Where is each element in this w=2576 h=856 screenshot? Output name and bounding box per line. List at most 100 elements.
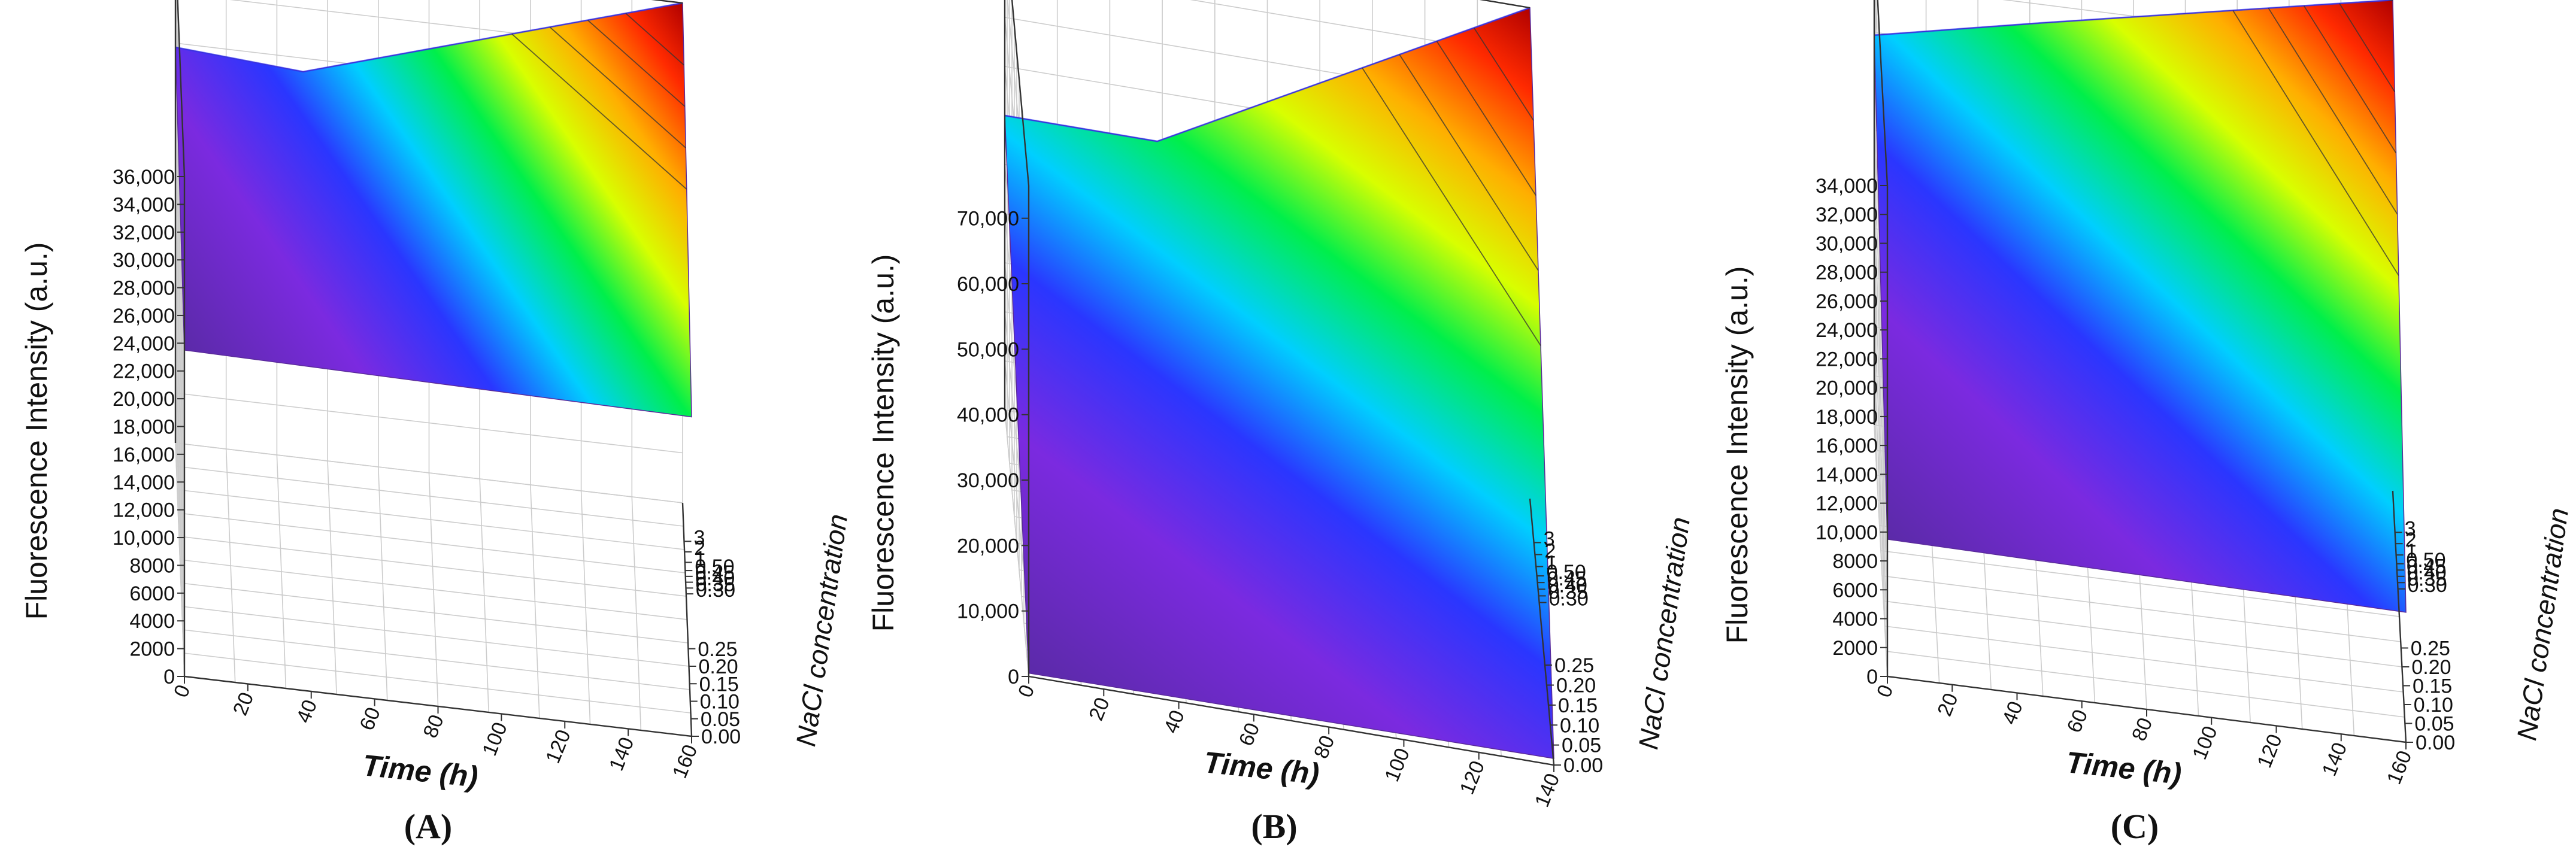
y-tick-label: 0 bbox=[1008, 666, 1019, 688]
x-tick-label: 80 bbox=[2128, 715, 2157, 744]
panel-b-x-axis-title: Time (h) bbox=[1202, 745, 1321, 791]
z-tick-label: 1 bbox=[695, 547, 706, 570]
y-tick-label: 10,000 bbox=[957, 600, 1019, 623]
z-tick-label: 0.00 bbox=[701, 726, 741, 748]
panel-c-label: (C) bbox=[2111, 807, 2159, 846]
y-tick-label: 16,000 bbox=[113, 444, 175, 466]
x-tick-label: 0 bbox=[1014, 682, 1039, 701]
z-tick-label: 0.10 bbox=[1560, 714, 1599, 737]
y-tick-label: 32,000 bbox=[1816, 204, 1878, 226]
y-tick-label: 30,000 bbox=[957, 469, 1019, 492]
x-tick-label: 40 bbox=[1998, 698, 2028, 727]
z-tick-label: 0.15 bbox=[699, 673, 739, 696]
x-tick-label: 120 bbox=[541, 727, 575, 767]
z-tick-label: 0.05 bbox=[2414, 713, 2454, 736]
y-tick-label: 4000 bbox=[129, 610, 175, 633]
y-tick-label: 60,000 bbox=[957, 273, 1019, 296]
z-tick-label: 0.50 bbox=[695, 556, 734, 578]
z-tick-label: 0.45 bbox=[695, 561, 735, 584]
panel-c-x-axis-title: Time (h) bbox=[2065, 745, 2183, 791]
panel-b-y-ticks: 0 10,000 20,000 30,000 40,000 50,000 60,000 70,… bbox=[957, 208, 1029, 688]
panel-b: 0 10,000 20,000 30,000 40,000 50,000 60,000 70,… bbox=[866, 0, 1696, 846]
y-tick-label: 8000 bbox=[1832, 550, 1878, 573]
y-tick-label: 32,000 bbox=[113, 221, 175, 244]
z-tick-label: 1 bbox=[1545, 551, 1557, 574]
y-tick-label: 24,000 bbox=[1816, 319, 1878, 342]
y-tick-label: 34,000 bbox=[113, 193, 175, 216]
panel-b-z-axis-title: NaCl concentration bbox=[1632, 515, 1696, 751]
z-tick-label: 2 bbox=[2405, 529, 2417, 551]
z-tick-label: 0.30 bbox=[1549, 588, 1589, 611]
y-tick-label: 18,000 bbox=[113, 416, 175, 439]
z-tick-label: 0.05 bbox=[701, 708, 740, 731]
z-tick-label: 1 bbox=[2406, 540, 2417, 563]
x-tick-label: 0 bbox=[169, 682, 195, 701]
z-tick-label: 0.20 bbox=[1556, 675, 1596, 697]
z-tick-label: 2 bbox=[694, 537, 705, 560]
panel-a-label: (A) bbox=[404, 807, 453, 846]
z-tick-label: 2 bbox=[1544, 539, 1556, 562]
z-tick-label: 0.50 bbox=[1547, 561, 1586, 584]
y-tick-label: 12,000 bbox=[113, 499, 175, 522]
x-tick-label: 140 bbox=[605, 734, 638, 774]
z-tick-label: 0.25 bbox=[1554, 654, 1594, 677]
y-tick-label: 28,000 bbox=[113, 277, 175, 300]
y-tick-label: 2000 bbox=[129, 638, 175, 661]
y-tick-label: 18,000 bbox=[1816, 406, 1878, 429]
z-tick-label: 3 bbox=[1544, 527, 1555, 550]
panel-b-contours bbox=[1362, 27, 1541, 346]
y-tick-label: 8000 bbox=[129, 554, 175, 577]
z-tick-label: 0.20 bbox=[2411, 656, 2451, 679]
x-tick-label: 120 bbox=[1456, 758, 1489, 798]
panel-a-y-axis-title: Fluorescence Intensity (a.u.) bbox=[20, 242, 53, 620]
z-tick-label: 0.15 bbox=[2413, 675, 2452, 698]
x-tick-label: 20 bbox=[1933, 690, 1962, 720]
z-tick-label: 0.00 bbox=[1563, 754, 1603, 777]
y-tick-label: 20,000 bbox=[1816, 377, 1878, 400]
panel-b-y-axis-title: Fluorescence Intensity (a.u.) bbox=[866, 254, 900, 632]
panel-a-x-axis-title: Time (h) bbox=[361, 748, 480, 794]
x-tick-label: 100 bbox=[1380, 745, 1414, 785]
y-tick-label: 26,000 bbox=[1816, 290, 1878, 313]
y-tick-label: 10,000 bbox=[1816, 521, 1878, 544]
panel-a-ridge bbox=[175, 2, 683, 73]
z-tick-label: 0.45 bbox=[2407, 555, 2446, 578]
z-tick-label: 0.35 bbox=[1548, 581, 1588, 603]
y-tick-label: 22,000 bbox=[1816, 348, 1878, 371]
x-tick-label: 40 bbox=[292, 697, 322, 726]
panel-c-y-axis-title: Fluorescence Intensity (a.u.) bbox=[1720, 266, 1754, 644]
y-tick-label: 6000 bbox=[129, 582, 175, 605]
z-tick-label: 0.25 bbox=[698, 638, 737, 661]
x-tick-label: 100 bbox=[2188, 723, 2222, 763]
z-tick-label: 0.00 bbox=[2416, 731, 2455, 754]
x-tick-label: 0 bbox=[1872, 682, 1898, 701]
y-tick-label: 50,000 bbox=[957, 338, 1019, 361]
x-tick-label: 80 bbox=[419, 712, 448, 741]
panel-a-z-ticks: 0.000.050.100.150.200.25 0.300.350.400.45… bbox=[684, 526, 741, 748]
y-tick-label: 16,000 bbox=[1816, 435, 1878, 457]
x-tick-label: 160 bbox=[668, 742, 702, 782]
x-tick-label: 60 bbox=[356, 704, 385, 733]
z-tick-label: 0.35 bbox=[695, 573, 735, 596]
panel-b-z-ticks: 0.000.050.100.150.200.25 0.300.350.400.45… bbox=[1534, 527, 1603, 777]
z-tick-label: 0.50 bbox=[2406, 549, 2445, 572]
panel-c-y-ticks: 0 2000 4000 6000 8000 10,000 12,000 14,000 16,00… bbox=[1816, 175, 1887, 688]
y-tick-label: 26,000 bbox=[113, 305, 175, 327]
y-tick-label: 70,000 bbox=[957, 208, 1019, 230]
x-tick-label: 40 bbox=[1160, 707, 1189, 736]
y-tick-label: 0 bbox=[163, 666, 175, 688]
z-tick-label: 0.10 bbox=[700, 691, 740, 714]
y-tick-label: 34,000 bbox=[1816, 175, 1878, 198]
panel-a-surface bbox=[175, 2, 692, 418]
z-tick-label: 0.15 bbox=[1558, 694, 1598, 717]
y-tick-label: 28,000 bbox=[1816, 262, 1878, 284]
z-tick-label: 0.45 bbox=[1547, 567, 1587, 590]
z-tick-label: 0.30 bbox=[2408, 574, 2447, 597]
y-tick-label: 14,000 bbox=[1816, 463, 1878, 486]
z-tick-label: 3 bbox=[693, 526, 705, 549]
x-tick-label: 160 bbox=[2383, 748, 2416, 788]
z-tick-label: 0.40 bbox=[695, 567, 735, 590]
panel-b-label: (B) bbox=[1251, 807, 1297, 846]
panel-c-surface bbox=[1874, 0, 2407, 613]
y-tick-label: 40,000 bbox=[957, 404, 1019, 427]
